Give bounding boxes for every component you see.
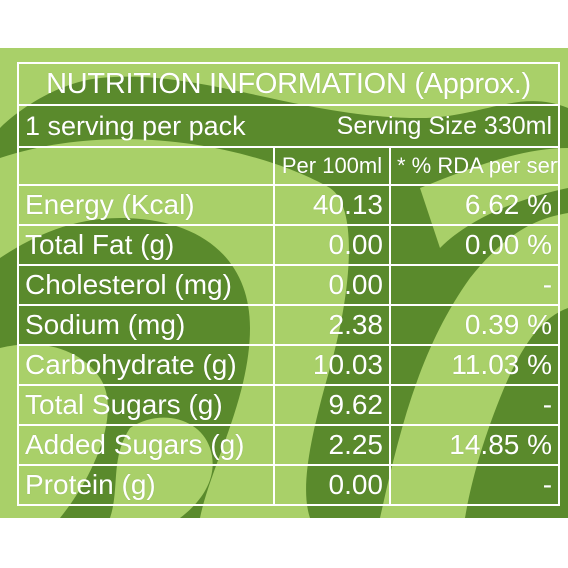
nutrition-panel: NUTRITION INFORMATION (Approx.) 1 servin… xyxy=(0,48,568,518)
rda-value: - xyxy=(388,464,561,506)
rda-value: - xyxy=(388,384,561,426)
per100-value: 0.00 xyxy=(273,224,391,266)
header-blank xyxy=(17,146,275,186)
nutrient-name: Sodium (mg) xyxy=(17,304,275,346)
rda-value: 11.03 % xyxy=(388,344,561,386)
nutrient-name: Added Sugars (g) xyxy=(17,424,275,466)
nutrient-name: Cholesterol (mg) xyxy=(17,264,275,306)
per100-value: 2.25 xyxy=(273,424,391,466)
nutrition-table: NUTRITION INFORMATION (Approx.) 1 servin… xyxy=(16,62,561,506)
table-row: Total Fat (g) 0.00 0.00 % xyxy=(17,224,561,266)
per100-value: 9.62 xyxy=(273,384,391,426)
column-header-per100: Per 100ml xyxy=(273,146,391,186)
nutrient-name: Total Sugars (g) xyxy=(17,384,275,426)
column-header-rda: * % RDA per serve xyxy=(388,146,561,186)
serving-size: Serving Size 330ml xyxy=(336,111,553,140)
serving-info: 1 serving per pack Serving Size 330ml xyxy=(16,104,561,148)
servings-per-pack: 1 serving per pack xyxy=(25,110,246,141)
per100-value: 10.03 xyxy=(273,344,391,386)
per100-value: 0.00 xyxy=(273,264,391,306)
rda-value: 0.39 % xyxy=(388,304,561,346)
table-row: Energy (Kcal) 40.13 6.62 % xyxy=(17,184,561,226)
table-row: Total Sugars (g) 9.62 - xyxy=(17,384,561,426)
per100-value: 40.13 xyxy=(273,184,391,226)
table-row: Protein (g) 0.00 - xyxy=(17,464,561,506)
nutrient-name: Total Fat (g) xyxy=(17,224,275,266)
nutrient-name: Energy (Kcal) xyxy=(17,184,275,226)
table-title: NUTRITION INFORMATION (Approx.) xyxy=(16,62,561,106)
rda-value: 6.62 % xyxy=(388,184,561,226)
table-row: Carbohydrate (g) 10.03 11.03 % xyxy=(17,344,561,386)
rda-value: 0.00 % xyxy=(388,224,561,266)
nutrient-name: Protein (g) xyxy=(17,464,275,506)
nutrient-name: Carbohydrate (g) xyxy=(17,344,275,386)
rda-value: 14.85 % xyxy=(388,424,561,466)
table-row: Added Sugars (g) 2.25 14.85 % xyxy=(17,424,561,466)
per100-value: 2.38 xyxy=(273,304,391,346)
table-row: Sodium (mg) 2.38 0.39 % xyxy=(17,304,561,346)
table-row: Cholesterol (mg) 0.00 - xyxy=(17,264,561,306)
rda-value: - xyxy=(388,264,561,306)
per100-value: 0.00 xyxy=(273,464,391,506)
